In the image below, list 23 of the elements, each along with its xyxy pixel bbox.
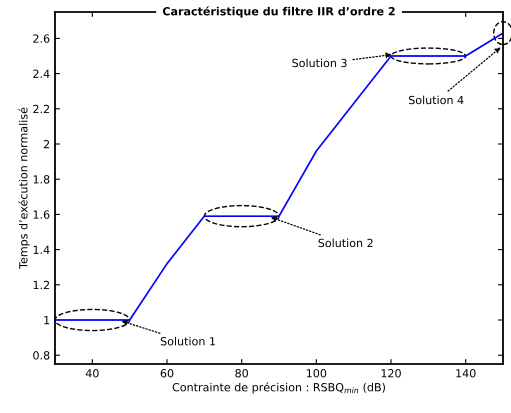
x-tick-label: 120 bbox=[382, 369, 401, 378]
x-tick-label: 60 bbox=[160, 369, 174, 378]
x-axis-title: Contrainte de précision : RSBQ$_{min}$ (dB) bbox=[172, 382, 385, 394]
x-tick-label: 40 bbox=[86, 369, 99, 378]
y-tick-label: 0.8 bbox=[33, 351, 50, 360]
y-tick-label: 2.2 bbox=[33, 104, 50, 114]
y-tick-label: 1.2 bbox=[34, 280, 50, 290]
y-tick-label: 2 bbox=[44, 140, 50, 148]
chart-title: Caractéristique du filtre IIR d’ordre 2 bbox=[162, 6, 395, 18]
x-tick-label: 80 bbox=[235, 369, 248, 378]
y-tick-label: 1.6 bbox=[34, 210, 50, 219]
annotation: Solution 2 bbox=[318, 238, 373, 248]
y-tick-label: 1.4 bbox=[34, 246, 50, 254]
annotation: Solution 3 bbox=[292, 58, 347, 68]
y-tick-label: 2.4 bbox=[33, 70, 50, 78]
annotation: Solution 1 bbox=[160, 336, 215, 346]
y-tick-label: 1.8 bbox=[34, 175, 50, 184]
y-axis-title: Temps d’exécution normalisé bbox=[18, 108, 30, 269]
x-tick-label: 140 bbox=[456, 369, 476, 378]
x-tick-label: 100 bbox=[306, 369, 326, 378]
y-tick-label: 2.6 bbox=[33, 34, 50, 43]
annotation: Solution 4 bbox=[408, 96, 464, 104]
y-tick-label: 1 bbox=[44, 316, 50, 324]
